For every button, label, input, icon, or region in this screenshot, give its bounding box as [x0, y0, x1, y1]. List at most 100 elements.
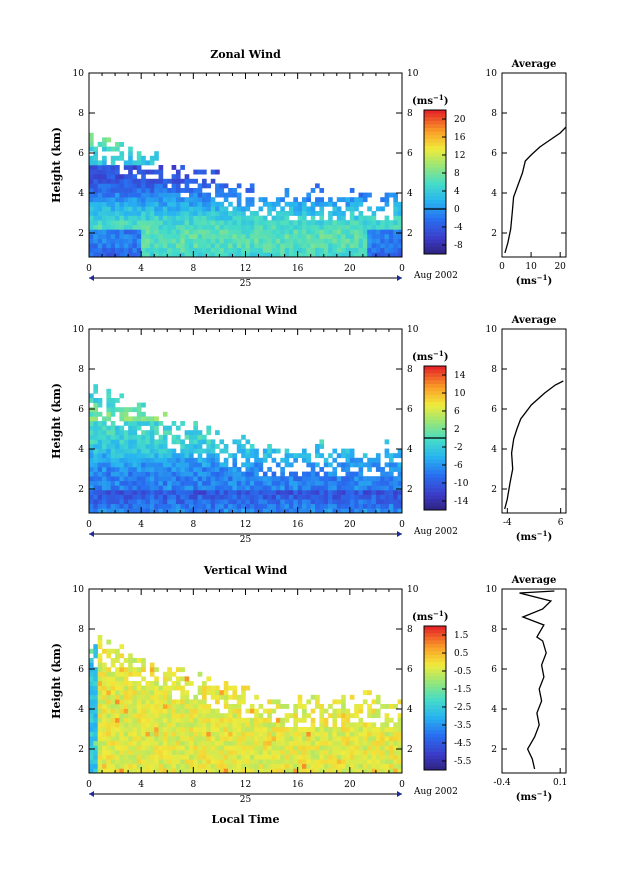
- heatmap-cell: [175, 183, 181, 189]
- heatmap-cell: [380, 768, 385, 774]
- heatmap-cell: [167, 754, 172, 760]
- heatmap-cell: [89, 648, 94, 654]
- heatmap-cell: [193, 252, 198, 258]
- heatmap-cell: [297, 494, 303, 500]
- colorbar-segment: [424, 420, 446, 424]
- heatmap-cell: [219, 731, 225, 737]
- heatmap-cell: [219, 499, 225, 505]
- heatmap-cell: [328, 754, 333, 760]
- heatmap-cell: [349, 224, 355, 230]
- heatmap-cell: [275, 499, 281, 505]
- heatmap-cell: [258, 490, 264, 495]
- heatmap-cell: [197, 206, 203, 212]
- heatmap-cell: [145, 201, 151, 207]
- heatmap-cell: [115, 503, 120, 509]
- heatmap-cell: [115, 169, 120, 175]
- heatmap-cell: [349, 503, 355, 509]
- heatmap-cell: [397, 467, 403, 472]
- heatmap-cell: [249, 234, 255, 239]
- heatmap-cell: [119, 722, 125, 728]
- heatmap-cell: [315, 444, 320, 449]
- heatmap-cell: [254, 485, 259, 491]
- heatmap-cell: [262, 503, 268, 509]
- heatmap-cell: [375, 508, 381, 514]
- colorbar-segment: [424, 164, 446, 168]
- y-axis-label: Height (km): [50, 643, 63, 719]
- heatmap-cell: [210, 503, 216, 509]
- heatmap-cell: [102, 722, 107, 728]
- heatmap-cell: [275, 211, 281, 216]
- heatmap-cell: [249, 211, 255, 216]
- heatmap-cell: [354, 722, 359, 728]
- heatmap-cell: [106, 188, 112, 193]
- heatmap-cell: [236, 467, 242, 472]
- heatmap-cell: [132, 407, 138, 413]
- heatmap-cell: [128, 188, 133, 193]
- heatmap-cell: [349, 234, 355, 239]
- heatmap-cell: [367, 768, 372, 774]
- heatmap-cell: [367, 704, 372, 709]
- heatmap-cell: [332, 763, 338, 769]
- heatmap-cell: [141, 485, 146, 491]
- heatmap-cell: [271, 220, 277, 226]
- heatmap-cell: [358, 457, 364, 463]
- heatmap-cell: [132, 192, 138, 198]
- heatmap-cell: [232, 736, 238, 742]
- heatmap-cell: [141, 234, 146, 239]
- heatmap-cell: [128, 444, 133, 449]
- heatmap-cell: [106, 211, 112, 216]
- heatmap-cell: [219, 754, 225, 760]
- x-axis-label: Local Time: [212, 813, 280, 826]
- heatmap-cell: [297, 476, 303, 482]
- heatmap-cell: [141, 416, 146, 422]
- heatmap-cell: [362, 243, 368, 249]
- heatmap-cell: [93, 238, 98, 244]
- heatmap-cell: [349, 759, 355, 765]
- heatmap-cell: [171, 234, 177, 239]
- heatmap-cell: [188, 206, 194, 212]
- heatmap-cell: [241, 745, 246, 751]
- heatmap-cell: [280, 457, 285, 463]
- heatmap-cell: [197, 243, 203, 249]
- heatmap-cell: [188, 681, 194, 686]
- heatmap-cell: [89, 393, 94, 399]
- heatmap-cell: [345, 717, 351, 723]
- heatmap-cell: [328, 462, 333, 468]
- heatmap-cell: [297, 201, 303, 207]
- heatmap-cell: [89, 480, 94, 486]
- heatmap-cell: [171, 768, 177, 774]
- heatmap-cell: [193, 462, 198, 468]
- heatmap-cell: [236, 183, 242, 189]
- heatmap-cell: [288, 763, 294, 769]
- heatmap-cell: [184, 759, 190, 765]
- heatmap-cell: [388, 704, 394, 709]
- colorbar-segment: [424, 232, 446, 237]
- heatmap-cell: [215, 192, 220, 198]
- heatmap-cell: [167, 457, 172, 463]
- heatmap-cell: [93, 722, 98, 728]
- heatmap-cell: [167, 243, 172, 249]
- heatmap-cell: [232, 188, 238, 193]
- heatmap-cell: [154, 699, 159, 705]
- heatmap-cell: [393, 494, 398, 500]
- heatmap-cell: [262, 717, 268, 723]
- heatmap-cell: [223, 211, 229, 216]
- heatmap-cell: [202, 717, 207, 723]
- heatmap-cell: [167, 448, 172, 454]
- heatmap-cell: [136, 169, 142, 175]
- heatmap-cell: [206, 471, 212, 477]
- heatmap-cell: [162, 763, 168, 769]
- heatmap-cell: [106, 694, 112, 700]
- heatmap-cell: [249, 490, 255, 495]
- heatmap-cell: [332, 708, 338, 714]
- heatmap-cell: [110, 430, 116, 436]
- heatmap-cell: [371, 485, 377, 491]
- heatmap-cell: [167, 763, 172, 769]
- heatmap-cell: [354, 252, 359, 258]
- heatmap-cell: [323, 247, 329, 253]
- heatmap-cell: [106, 648, 112, 654]
- colorbar-segment: [424, 488, 446, 493]
- heatmap-cell: [202, 740, 207, 746]
- heatmap-cell: [280, 494, 285, 500]
- heatmap-cell: [393, 206, 398, 212]
